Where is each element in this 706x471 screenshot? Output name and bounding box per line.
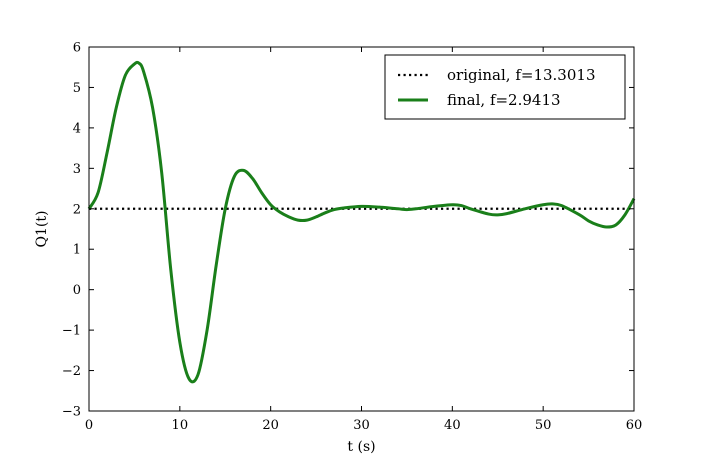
x-tick-label: 40 — [444, 418, 461, 433]
legend-label-original: original, f=13.3013 — [447, 66, 595, 84]
legend: original, f=13.3013 final, f=2.9413 — [384, 54, 626, 120]
series-line-1 — [87, 60, 636, 384]
y-tick-label: 0 — [73, 283, 81, 298]
y-axis-label: Q1(t) — [34, 211, 50, 248]
y-tick-label: 5 — [73, 81, 81, 96]
x-tick-label: 60 — [626, 418, 643, 433]
y-tick-label: −1 — [62, 324, 81, 339]
x-tick-label: 20 — [262, 418, 279, 433]
x-axis-label: t (s) — [347, 439, 375, 455]
x-tick-label: 0 — [85, 418, 93, 433]
series-layer — [87, 60, 636, 384]
y-tick-label: 1 — [73, 243, 81, 258]
y-tick-label: 6 — [73, 41, 81, 56]
y-tick-label: 3 — [73, 162, 81, 177]
y-tick-label: 4 — [73, 121, 81, 136]
y-tick-label: 2 — [73, 202, 81, 217]
legend-label-final: final, f=2.9413 — [447, 91, 561, 109]
legend-box — [384, 54, 626, 120]
x-tick-label: 10 — [172, 418, 189, 433]
y-tick-label: −2 — [62, 364, 81, 379]
x-tick-label: 30 — [353, 418, 370, 433]
y-tick-label: −3 — [62, 405, 81, 420]
ticks-layer: 0 10 20 30 40 50 60 −3 −2 −1 0 1 2 3 4 5 6 — [62, 41, 642, 434]
x-tick-label: 50 — [535, 418, 552, 433]
